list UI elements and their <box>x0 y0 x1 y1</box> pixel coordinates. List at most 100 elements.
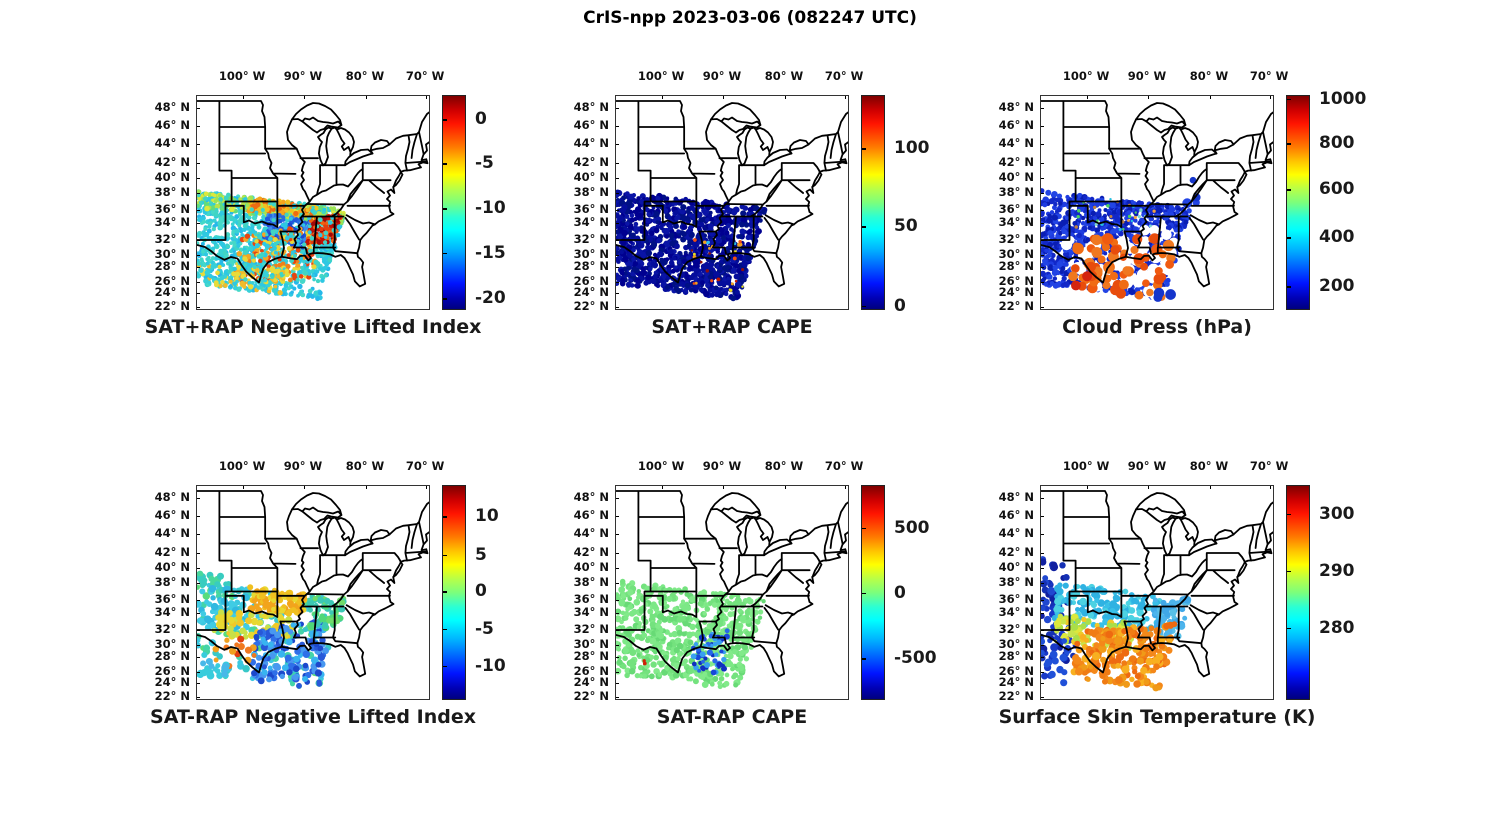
lat-tick-label: 24° N <box>573 284 609 299</box>
lat-tick-mark <box>1041 645 1044 647</box>
lat-tick-mark <box>616 292 619 294</box>
lat-tick-mark <box>1041 209 1044 211</box>
panel-title: SAT+RAP CAPE <box>651 316 813 338</box>
lat-tick-label: 44° N <box>573 135 609 150</box>
colorbar-tick-mark <box>443 591 447 593</box>
lat-tick-mark <box>1041 255 1044 257</box>
lon-tick-mark <box>662 96 664 99</box>
latitude-axis: 48° N 46° N 44° N 42° N 40° N 38° N 36° N 34° N… <box>563 485 609 703</box>
colorbar-tick-mark <box>443 554 447 557</box>
lat-tick-mark <box>616 599 619 601</box>
lat-tick-mark <box>197 582 200 584</box>
lat-tick-mark <box>197 209 200 211</box>
lat-tick-mark <box>1041 498 1044 500</box>
lat-tick-mark <box>197 222 200 224</box>
lat-tick-label: 28° N <box>573 648 609 663</box>
lat-tick-mark <box>616 533 619 535</box>
lat-tick-label: 34° N <box>573 604 609 619</box>
lat-tick-label: 40° N <box>998 559 1034 574</box>
lat-tick-label: 36° N <box>573 591 609 606</box>
colorbar-tick-label: -5 <box>475 618 494 639</box>
lon-tick-mark <box>845 486 847 489</box>
map-plot <box>196 485 430 700</box>
lat-tick-mark <box>1041 222 1044 224</box>
lon-tick-label: 90° W <box>702 459 742 473</box>
lat-tick-mark <box>616 671 619 673</box>
lon-tick-label: 90° W <box>283 459 323 473</box>
lat-tick-mark <box>1041 516 1044 518</box>
lon-tick-label: 100° W <box>1062 459 1110 473</box>
lat-tick-label: 38° N <box>573 184 609 199</box>
colorbar-tick-mark <box>443 208 447 210</box>
lon-tick-mark <box>365 486 367 489</box>
lat-tick-label: 40° N <box>998 169 1034 184</box>
colorbar-tick-mark <box>1287 513 1291 516</box>
colorbar-tick-label: 290 <box>1319 560 1355 581</box>
lat-tick-mark <box>197 240 200 242</box>
lat-tick-label: 36° N <box>154 201 190 216</box>
lat-tick-mark <box>1041 656 1044 658</box>
lat-tick-label: 22° N <box>573 688 609 703</box>
lat-tick-mark <box>616 612 619 614</box>
map-plot <box>196 95 430 310</box>
lat-tick-mark <box>197 630 200 632</box>
colorbar-tick-label: -10 <box>475 198 506 218</box>
map-plot <box>1040 485 1274 700</box>
lat-tick-mark <box>197 682 200 684</box>
lat-tick-label: 32° N <box>573 232 609 247</box>
lat-tick-label: 46° N <box>998 118 1034 133</box>
us-states-map <box>1041 490 1273 678</box>
lat-tick-mark <box>197 599 200 601</box>
lon-tick-mark <box>1209 486 1211 489</box>
lat-tick-label: 24° N <box>154 284 190 299</box>
lat-tick-mark <box>616 255 619 257</box>
lat-tick-mark <box>616 516 619 518</box>
panel-surface-skin-temperature: 100° W 90° W 80° W 70° W 48° N 46° N 44° N 42°… <box>999 459 1355 728</box>
lon-tick-mark <box>1270 96 1272 99</box>
lon-tick-mark <box>784 486 786 489</box>
lat-tick-label: 24° N <box>154 674 190 689</box>
panel-title: Cloud Press (hPa) <box>1062 316 1252 338</box>
colorbar-gradient <box>862 96 884 309</box>
lat-tick-label: 34° N <box>154 214 190 229</box>
lat-tick-mark <box>197 177 200 179</box>
lat-tick-mark <box>1041 163 1044 165</box>
latitude-axis: 48° N 46° N 44° N 42° N 40° N 38° N 36° N 34° N… <box>144 485 190 703</box>
panel-title: SAT-RAP CAPE <box>656 706 808 728</box>
lat-tick-mark <box>616 656 619 658</box>
lat-tick-mark <box>197 281 200 283</box>
lat-tick-mark <box>616 177 619 179</box>
colorbar-tick-mark <box>862 658 866 660</box>
lat-tick-label: 44° N <box>154 135 190 150</box>
us-states-map <box>197 100 429 288</box>
colorbar-tick-mark <box>862 305 866 308</box>
colorbar-tick-label: 0 <box>475 109 487 129</box>
lat-tick-mark <box>197 516 200 518</box>
longitude-axis: 100° W 90° W 80° W 70° W <box>1040 459 1288 477</box>
lat-tick-label: 36° N <box>573 201 609 216</box>
lat-tick-label: 38° N <box>573 574 609 589</box>
lat-tick-label: 44° N <box>998 525 1034 540</box>
colorbar: 1000 800 600 400 200 <box>1286 89 1366 310</box>
longitude-axis: 100° W 90° W 80° W 70° W <box>196 69 444 87</box>
lat-tick-mark <box>1041 533 1044 535</box>
lat-tick-label: 42° N <box>998 155 1034 170</box>
lat-tick-mark <box>1041 240 1044 242</box>
lat-tick-mark <box>616 163 619 165</box>
lat-tick-label: 42° N <box>573 545 609 560</box>
lat-tick-label: 48° N <box>998 490 1034 505</box>
lat-tick-mark <box>197 533 200 535</box>
figure-title: CrIS-npp 2023-03-06 (082247 UTC) <box>583 8 917 28</box>
colorbar-tick-label: 800 <box>1319 133 1355 154</box>
lat-tick-mark <box>197 192 200 194</box>
lat-tick-mark <box>616 281 619 283</box>
lat-tick-label: 40° N <box>154 169 190 184</box>
lat-tick-label: 22° N <box>154 688 190 703</box>
lat-tick-mark <box>1041 599 1044 601</box>
lat-tick-mark <box>616 582 619 584</box>
lat-tick-mark <box>197 671 200 673</box>
lat-tick-label: 42° N <box>998 545 1034 560</box>
colorbar-tick-label: 100 <box>894 138 930 159</box>
lat-tick-label: 28° N <box>154 648 190 663</box>
